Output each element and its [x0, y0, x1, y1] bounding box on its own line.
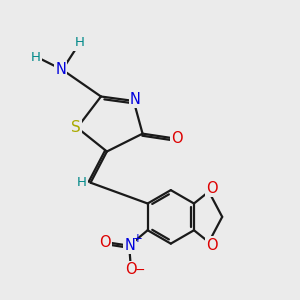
Text: N: N: [130, 92, 141, 107]
Text: +: +: [133, 232, 142, 245]
Text: H: H: [31, 51, 41, 64]
Text: O: O: [100, 235, 111, 250]
Text: H: H: [77, 176, 87, 189]
Text: O: O: [125, 262, 137, 277]
Text: S: S: [71, 120, 81, 135]
Text: O: O: [207, 238, 218, 253]
Text: H: H: [74, 37, 84, 50]
Text: N: N: [124, 238, 135, 253]
Text: N: N: [56, 62, 66, 77]
Text: −: −: [134, 264, 145, 277]
Text: O: O: [171, 130, 183, 146]
Text: O: O: [207, 181, 218, 196]
